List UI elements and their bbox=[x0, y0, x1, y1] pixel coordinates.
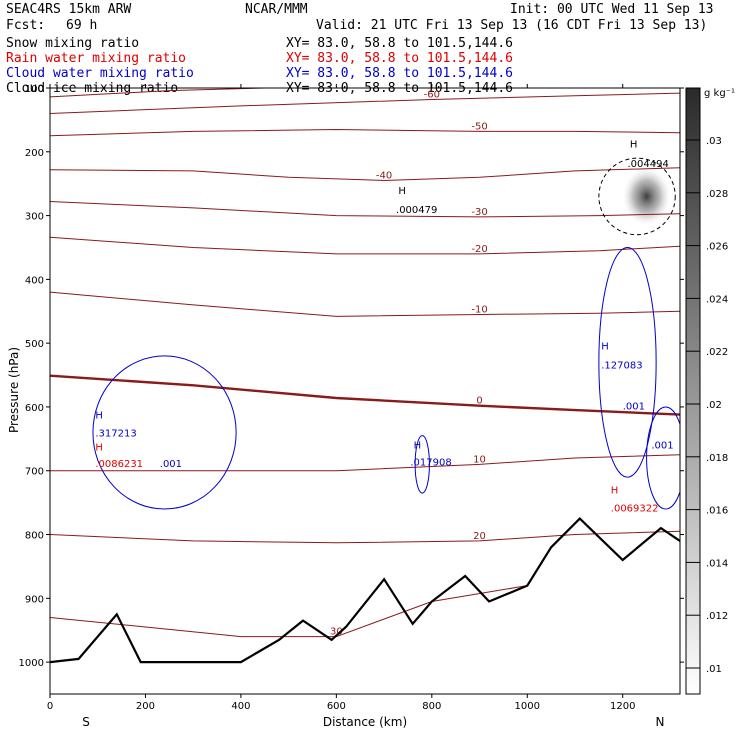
colorbar-tick-label: .02 bbox=[706, 400, 722, 411]
snow-shading bbox=[622, 167, 671, 226]
y-axis-title: Pressure (hPa) bbox=[7, 347, 21, 433]
x-tick-label: 0 bbox=[47, 701, 53, 712]
isotherm-label: -30 bbox=[471, 207, 487, 218]
colorbar-tick-label: .024 bbox=[706, 294, 728, 305]
y-tick-label: 600 bbox=[25, 403, 44, 414]
legend-snow-name: Snow mixing ratio bbox=[6, 36, 140, 51]
max-annotation: .017908 bbox=[410, 458, 451, 469]
max-annotation: H bbox=[95, 442, 103, 453]
max-annotation: .127083 bbox=[601, 361, 642, 372]
y-tick-label: 1000 bbox=[19, 658, 44, 669]
forecast-label: Fcst: bbox=[6, 18, 46, 33]
colorbar-tick-label: .012 bbox=[706, 611, 728, 622]
colorbar-tick-label: .018 bbox=[706, 453, 728, 464]
isotherm-line bbox=[50, 530, 680, 544]
x-tick-label: 1000 bbox=[515, 701, 540, 712]
forecast-hour: 69 h bbox=[66, 18, 98, 33]
y-tick-label: 300 bbox=[25, 212, 44, 223]
max-annotation: .001 bbox=[160, 459, 182, 470]
isotherm-label: -50 bbox=[471, 121, 487, 132]
colorbar-tick-label: .016 bbox=[706, 506, 728, 517]
isotherm-label: -20 bbox=[471, 244, 487, 255]
terrain-line bbox=[50, 517, 680, 664]
isotherm-line bbox=[50, 236, 680, 255]
y-tick-label: 500 bbox=[25, 339, 44, 350]
colorbar-tick-label: .03 bbox=[706, 136, 722, 147]
x-tick-label: 400 bbox=[231, 701, 250, 712]
endpoint-right: N bbox=[656, 715, 665, 729]
colorbar-tick-label: .014 bbox=[706, 558, 728, 569]
max-annotation: H bbox=[611, 486, 619, 497]
max-annotation: .317213 bbox=[95, 428, 136, 439]
colorbar bbox=[685, 87, 701, 695]
max-annotation: H bbox=[95, 410, 103, 421]
model-name: SEAC4RS 15km ARW bbox=[6, 2, 132, 17]
y-tick-label: 400 bbox=[25, 275, 44, 286]
isotherm-label: 0 bbox=[476, 396, 482, 407]
isotherm-line bbox=[50, 454, 680, 472]
isotherm-line bbox=[50, 585, 528, 638]
isotherm-label: -10 bbox=[471, 304, 487, 315]
cloud-water-contour bbox=[92, 355, 237, 510]
legend-rain-xy: XY= 83.0, 58.8 to 101.5,144.6 bbox=[286, 51, 513, 66]
isotherm-line bbox=[50, 291, 680, 317]
cloud-water-contour bbox=[414, 435, 430, 494]
colorbar-unit: g kg⁻¹ bbox=[704, 88, 735, 99]
plot-frame bbox=[49, 87, 681, 695]
snow-contour bbox=[598, 157, 676, 236]
cloud-water-contour bbox=[646, 406, 680, 510]
max-annotation: .000479 bbox=[396, 205, 437, 216]
x-tick-label: 1200 bbox=[610, 701, 635, 712]
isotherm-line bbox=[50, 374, 680, 416]
x-axis-title: Distance (km) bbox=[323, 715, 407, 729]
init-time: Init: 00 UTC Wed 11 Sep 13 bbox=[510, 2, 714, 17]
max-annotation: .0069322 bbox=[611, 504, 659, 515]
x-tick-label: 800 bbox=[422, 701, 441, 712]
isotherm-line bbox=[50, 92, 680, 114]
isotherm-line bbox=[50, 167, 680, 182]
legend-cloud-water-name: Cloud water mixing ratio bbox=[6, 66, 194, 81]
y-tick-label: 100 bbox=[25, 84, 44, 95]
isotherm-label: -60 bbox=[424, 89, 440, 100]
y-tick-label: 900 bbox=[25, 594, 44, 605]
isotherm-line bbox=[50, 201, 680, 218]
isotherm-line bbox=[50, 128, 680, 137]
isotherm-label: 30 bbox=[330, 627, 343, 638]
max-annotation: H bbox=[414, 440, 422, 451]
max-annotation: H bbox=[398, 186, 406, 197]
legend-rain-name: Rain water mixing ratio bbox=[6, 51, 187, 66]
colorbar-tick-label: .022 bbox=[706, 347, 728, 358]
x-tick-label: 200 bbox=[136, 701, 155, 712]
cloud-water-contour bbox=[598, 246, 657, 478]
max-annotation: H bbox=[630, 139, 638, 150]
max-annotation: .001 bbox=[623, 401, 645, 412]
organization: NCAR/MMM bbox=[245, 2, 308, 17]
max-annotation: .0086231 bbox=[95, 459, 143, 470]
valid-time: Valid: 21 UTC Fri 13 Sep 13 (16 CDT Fri … bbox=[316, 18, 708, 33]
max-annotation: .004494 bbox=[628, 159, 669, 170]
x-tick-label: 600 bbox=[327, 701, 346, 712]
max-annotation: .001 bbox=[651, 440, 673, 451]
legend-cloud-water-xy: XY= 83.0, 58.8 to 101.5,144.6 bbox=[286, 66, 513, 81]
y-tick-label: 700 bbox=[25, 467, 44, 478]
colorbar-tick-label: .026 bbox=[706, 242, 728, 253]
isotherm-label: 20 bbox=[473, 531, 486, 542]
legend-snow-xy: XY= 83.0, 58.8 to 101.5,144.6 bbox=[286, 36, 513, 51]
colorbar-tick-label: .01 bbox=[706, 664, 722, 675]
isotherm-label: -70 bbox=[161, 81, 177, 92]
y-tick-label: 200 bbox=[25, 148, 44, 159]
colorbar-tick-label: .028 bbox=[706, 189, 728, 200]
isotherm-label: -40 bbox=[376, 170, 392, 181]
isotherm-label: 10 bbox=[473, 454, 486, 465]
isotherm-line bbox=[50, 88, 265, 98]
max-annotation: H bbox=[601, 342, 609, 353]
endpoint-left: S bbox=[82, 715, 90, 729]
y-tick-label: 800 bbox=[25, 531, 44, 542]
